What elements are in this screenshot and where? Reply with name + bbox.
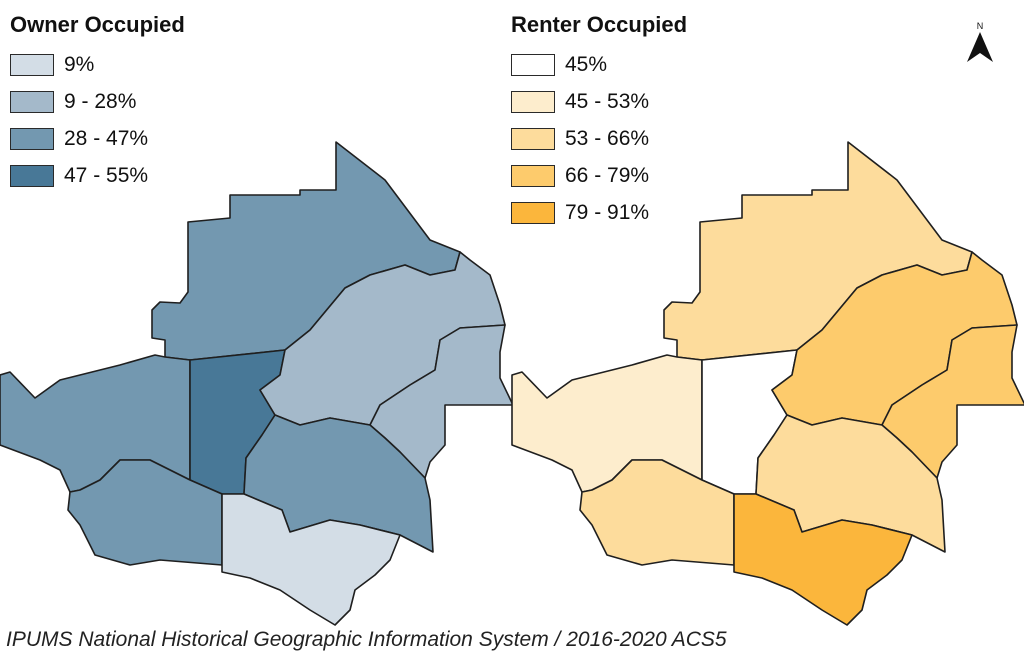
owner-legend-label: 28 - 47% (64, 126, 149, 150)
owner-legend-swatch (10, 127, 54, 150)
owner-legend-title: Owner Occupied (10, 12, 185, 37)
renter-legend-item: 53 - 66% (511, 120, 687, 157)
renter-occupied-map (511, 141, 1024, 626)
owner-legend-label: 9% (64, 52, 95, 76)
renter-legend-swatch (511, 53, 555, 76)
owner-legend-item: 9 - 28% (10, 83, 185, 120)
owner-legend-swatch (10, 53, 54, 76)
renter-legend-title: Renter Occupied (511, 12, 688, 37)
owner-occupied-map (0, 141, 514, 626)
owner-legend-item: 9% (10, 46, 185, 83)
renter-legend-swatch (511, 164, 555, 187)
owner-legend-swatch (10, 90, 54, 113)
renter-legend-label: 79 - 91% (565, 200, 650, 224)
renter-legend-item: 66 - 79% (511, 157, 687, 194)
owner-legend-label: 9 - 28% (64, 89, 137, 113)
owner-legend-item: 28 - 47% (10, 120, 185, 157)
north-label: N (977, 21, 984, 31)
renter-legend-item: 45 - 53% (511, 83, 687, 120)
owner-legend-swatch (10, 164, 54, 187)
owner-region-south (221, 493, 401, 626)
renter-legend-item: 79 - 91% (511, 194, 687, 231)
renter-legend-item: 45% (511, 46, 687, 83)
renter-legend-swatch (511, 201, 555, 224)
owner-legend-label: 47 - 55% (64, 163, 149, 187)
renter-region-south (733, 493, 913, 626)
source-caption: IPUMS National Historical Geographic Inf… (6, 628, 727, 651)
north-arrow-icon: N (967, 21, 993, 62)
renter-legend: Renter Occupied 45% 45 - 53% 53 - 66% 66 - … (511, 12, 687, 231)
owner-legend-item: 47 - 55% (10, 157, 185, 194)
renter-legend-label: 45% (565, 52, 608, 76)
renter-legend-swatch (511, 127, 555, 150)
owner-legend: Owner Occupied 9% 9 - 28% 28 - 47% 47 - 55% (10, 12, 185, 194)
renter-legend-label: 45 - 53% (565, 89, 650, 113)
renter-legend-label: 66 - 79% (565, 163, 650, 187)
renter-legend-label: 53 - 66% (565, 126, 650, 150)
renter-legend-swatch (511, 90, 555, 113)
